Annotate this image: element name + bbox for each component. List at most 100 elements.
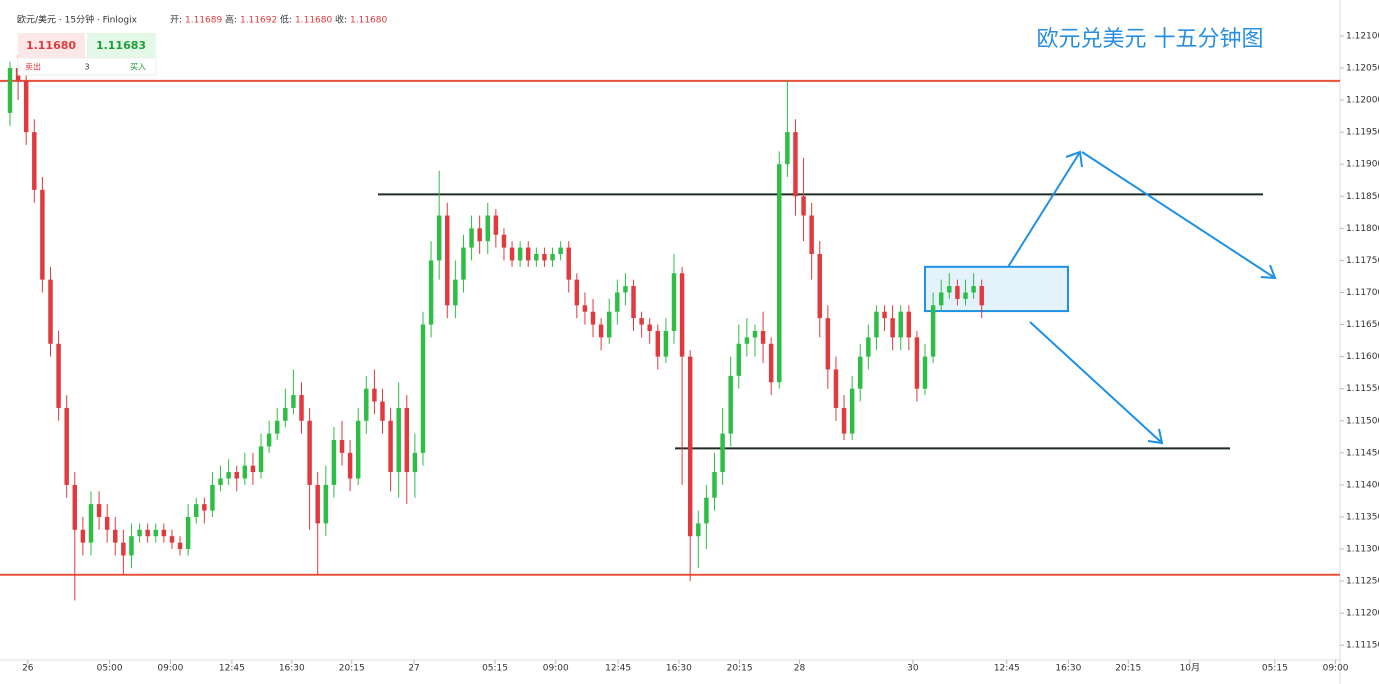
arrow-head xyxy=(1147,428,1164,445)
candle-body xyxy=(23,80,29,133)
chart-title: 欧元兑美元 十五分钟图 xyxy=(1037,27,1264,52)
candle-body xyxy=(728,375,733,434)
plot xyxy=(0,55,1340,601)
header: 欧元/美元 · 15分钟 · Finlogix 开: 1.11689 高: 1.… xyxy=(17,14,387,76)
candle-body xyxy=(299,395,304,421)
candle-body xyxy=(412,452,418,473)
candle-body xyxy=(48,279,53,344)
candle-body xyxy=(526,247,531,261)
sell-button[interactable] xyxy=(18,33,85,58)
candle-body xyxy=(210,484,215,511)
candle-body xyxy=(453,279,458,306)
candle-body xyxy=(914,337,920,389)
arrow-down xyxy=(1029,321,1163,444)
candle-body xyxy=(396,407,401,473)
candle-body xyxy=(938,292,944,306)
quantity-box[interactable] xyxy=(17,57,157,76)
candle-body xyxy=(704,497,709,524)
candle-body xyxy=(768,343,774,383)
candle-body xyxy=(72,484,78,530)
x-tick-label: 10月 xyxy=(1180,663,1200,674)
y-tick-label: 1.11850 xyxy=(1346,192,1379,202)
candle-body xyxy=(161,529,167,537)
x-tick-label: 20:15 xyxy=(1115,664,1141,674)
y-tick-label: 1.11750 xyxy=(1346,256,1379,266)
x-tick-label: 28 xyxy=(794,664,806,674)
y-tick-label: 1.11150 xyxy=(1346,641,1379,651)
candle-body xyxy=(40,189,45,280)
candle-body xyxy=(250,465,256,473)
candle-body xyxy=(372,388,377,402)
y-tick-label: 1.11300 xyxy=(1346,545,1379,555)
x-tick-label: 26 xyxy=(22,664,34,674)
candle-body xyxy=(898,311,903,338)
candle-body xyxy=(485,215,490,242)
candle-body xyxy=(574,279,580,306)
high-value: 1.11692 xyxy=(240,16,277,26)
candle-body xyxy=(145,529,150,537)
candle-body xyxy=(736,343,742,376)
arrow-head xyxy=(1260,264,1277,280)
candle-body xyxy=(671,273,677,331)
candle-body xyxy=(226,472,231,479)
candle-body xyxy=(469,228,474,248)
low-value: 1.11680 xyxy=(295,16,332,26)
candle-body xyxy=(606,311,612,338)
candle-body xyxy=(696,523,701,537)
x-tick-label: 05:00 xyxy=(97,664,123,674)
candle-body xyxy=(121,542,126,556)
arrows xyxy=(1007,150,1277,445)
candle-body xyxy=(291,395,296,408)
candle-body xyxy=(331,440,337,485)
x-tick-label: 09:00 xyxy=(543,664,569,674)
candle-body xyxy=(104,516,110,530)
y-tick-label: 1.11350 xyxy=(1346,512,1379,522)
candle-body xyxy=(866,337,871,357)
quantity: 3 xyxy=(84,63,89,72)
candle-body xyxy=(283,407,288,421)
candle-body xyxy=(849,388,855,434)
candle-body xyxy=(979,286,984,306)
candle-body xyxy=(88,504,94,543)
x-tick-label: 20:15 xyxy=(339,664,365,674)
candle-body xyxy=(712,472,717,498)
y-tick-label: 1.11700 xyxy=(1346,288,1379,298)
candle-body xyxy=(752,330,758,338)
candle-body xyxy=(307,420,312,485)
x-tick-label: 16:30 xyxy=(666,664,692,674)
candle-body xyxy=(655,330,661,357)
candle-body xyxy=(566,247,571,280)
candle-body xyxy=(890,318,895,338)
candle-body xyxy=(817,253,822,319)
open-label: 开: xyxy=(170,15,182,26)
candle-body xyxy=(550,253,555,261)
candle-body xyxy=(955,286,960,299)
candle-body xyxy=(801,196,806,216)
candle-body xyxy=(720,433,725,473)
candle-body xyxy=(793,132,798,197)
candle-body xyxy=(445,215,450,306)
candle-body xyxy=(647,324,652,331)
candle-body xyxy=(833,369,839,408)
y-tick-label: 1.11450 xyxy=(1346,448,1379,458)
x-tick-label: 09:00 xyxy=(1323,664,1349,674)
candle-body xyxy=(169,536,175,543)
y-tick-label: 1.11500 xyxy=(1346,416,1379,426)
buy-button[interactable] xyxy=(87,33,156,58)
buy-label: 买入 xyxy=(130,63,146,72)
candle-body xyxy=(137,529,142,537)
y-tick-label: 1.11950 xyxy=(1346,128,1379,138)
sell-price: 1.11680 xyxy=(26,39,76,52)
zone-box xyxy=(924,265,1069,313)
candle-body xyxy=(347,452,353,479)
candle-body xyxy=(202,504,207,511)
candle-body xyxy=(971,286,976,293)
candle-body xyxy=(841,407,847,434)
candle-body xyxy=(56,343,61,408)
candle-body xyxy=(679,273,685,357)
candle-body xyxy=(129,536,134,556)
open-value: 1.11689 xyxy=(185,16,222,26)
close-label: 收: xyxy=(335,14,347,26)
